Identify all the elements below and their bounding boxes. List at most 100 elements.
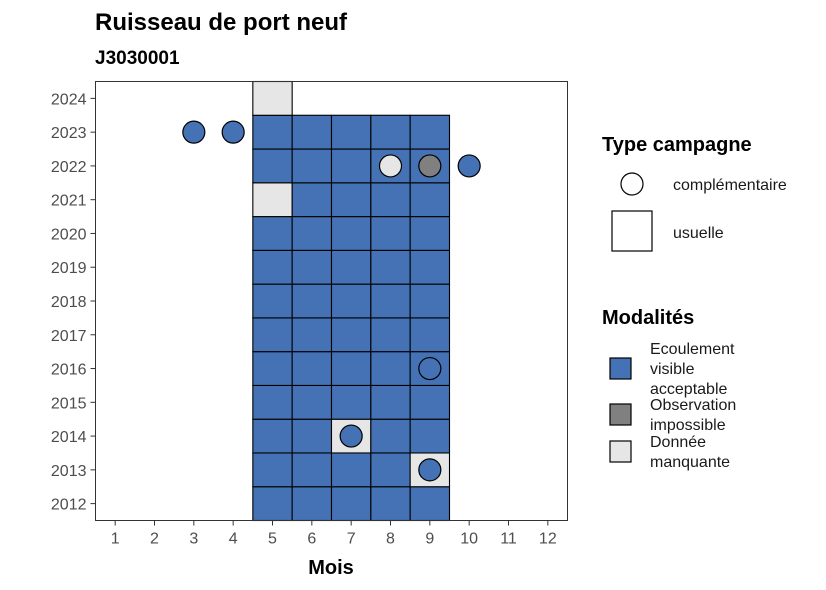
tile-2015-8 bbox=[370, 384, 411, 420]
tile-2022-5 bbox=[252, 148, 293, 184]
point-2016-9 bbox=[418, 356, 442, 381]
y-axis: 2012 2013 2014 2015 2016 2017 2018 2019 2020 2021… bbox=[51, 91, 96, 514]
point-2014-7 bbox=[339, 424, 363, 448]
point-2022-9 bbox=[418, 154, 442, 178]
tile-2023-5 bbox=[252, 114, 293, 150]
tile-2013-8 bbox=[370, 452, 411, 488]
tile-2019-8 bbox=[370, 249, 411, 285]
y-tick-label-2020: 2020 bbox=[51, 226, 87, 243]
y-tick-label-2016: 2016 bbox=[51, 362, 87, 379]
y-tick-label-2013: 2013 bbox=[51, 463, 87, 480]
tile-2012-9 bbox=[409, 486, 451, 522]
x-axis-title: Mois bbox=[308, 557, 354, 579]
x-tick-label-9: 9 bbox=[425, 531, 434, 548]
y-tick-label-2023: 2023 bbox=[51, 125, 87, 142]
tile-layer bbox=[252, 80, 451, 522]
tile-2015-7 bbox=[330, 384, 372, 420]
y-tick-label-2024: 2024 bbox=[51, 91, 87, 108]
x-tick-label-6: 6 bbox=[307, 531, 316, 548]
legend-modalite-label-0-0: Ecoulement bbox=[650, 341, 735, 358]
legend-modalite-key-1 bbox=[609, 403, 632, 426]
x-tick-label-11: 11 bbox=[500, 531, 517, 548]
tile-2012-8 bbox=[370, 486, 411, 522]
tile-2015-5 bbox=[252, 384, 293, 420]
point-layer bbox=[182, 120, 481, 482]
legend-modalite-label-2-0: Donnée bbox=[650, 434, 706, 451]
tile-2017-5 bbox=[252, 317, 293, 353]
tile-2021-6 bbox=[291, 182, 333, 218]
tile-2021-8 bbox=[370, 182, 411, 218]
point-2022-8 bbox=[378, 154, 403, 178]
tile-2012-6 bbox=[291, 486, 333, 522]
chart-subtitle: J3030001 bbox=[95, 48, 180, 69]
legend-type-item-complementaire: complémentaire bbox=[673, 177, 787, 194]
tile-2023-7 bbox=[330, 114, 372, 150]
y-tick-label-2014: 2014 bbox=[51, 429, 87, 446]
x-tick-label-3: 3 bbox=[189, 531, 198, 548]
tile-2015-9 bbox=[409, 384, 451, 420]
tile-2012-7 bbox=[330, 486, 372, 522]
legend-modalite-label-1-1: impossible bbox=[650, 417, 726, 434]
y-tick-label-2019: 2019 bbox=[51, 260, 87, 277]
x-tick-label-10: 10 bbox=[460, 531, 478, 548]
legend-modalite-key-2 bbox=[609, 440, 632, 463]
tile-2016-7 bbox=[330, 351, 372, 386]
point-2013-9 bbox=[418, 458, 442, 482]
legend-modalite-key-0 bbox=[609, 357, 632, 380]
x-tick-label-5: 5 bbox=[268, 531, 277, 548]
tile-2023-6 bbox=[291, 114, 333, 150]
x-axis: 1 2 3 4 5 6 7 8 9 10 11 12 bbox=[111, 520, 557, 548]
y-tick-label-2017: 2017 bbox=[51, 328, 87, 345]
y-tick-label-2015: 2015 bbox=[51, 395, 87, 412]
tile-2016-6 bbox=[291, 351, 333, 386]
tile-2014-9 bbox=[409, 418, 451, 454]
y-tick-label-2018: 2018 bbox=[51, 294, 87, 311]
tile-2020-6 bbox=[291, 216, 333, 251]
legend-modalite-label-0-2: acceptable bbox=[650, 381, 727, 398]
tile-2022-7 bbox=[330, 148, 372, 184]
tile-2022-6 bbox=[291, 148, 333, 184]
tile-2018-7 bbox=[330, 283, 372, 319]
x-tick-label-2: 2 bbox=[150, 531, 159, 548]
tile-2018-8 bbox=[370, 283, 411, 319]
tile-2017-9 bbox=[409, 317, 451, 353]
legend-modalite-label-1-0: Observation bbox=[650, 397, 736, 414]
tile-2020-5 bbox=[252, 216, 293, 251]
x-tick-label-4: 4 bbox=[229, 531, 238, 548]
y-tick-label-2012: 2012 bbox=[51, 497, 87, 514]
point-2022-10 bbox=[457, 154, 481, 178]
chart-title: Ruisseau de port neuf bbox=[95, 9, 348, 36]
legend-modalites: Modalités Ecoulement visible acceptableObs… bbox=[602, 307, 736, 471]
tile-2014-5 bbox=[252, 418, 293, 454]
legend-type-campagne: Type campagne complémentaire usuelle bbox=[602, 134, 787, 252]
tile-2012-5 bbox=[252, 486, 293, 522]
y-tick-label-2022: 2022 bbox=[51, 159, 87, 176]
x-tick-label-1: 1 bbox=[111, 531, 120, 548]
legend-type-item-usuelle: usuelle bbox=[673, 225, 724, 242]
tile-2013-6 bbox=[291, 452, 333, 488]
tile-2019-6 bbox=[291, 249, 333, 285]
tile-2019-9 bbox=[409, 249, 451, 285]
tile-2013-7 bbox=[330, 452, 372, 488]
x-tick-label-12: 12 bbox=[539, 531, 557, 548]
tile-2023-9 bbox=[409, 114, 451, 150]
tile-2013-5 bbox=[252, 452, 293, 488]
tile-2024-5 bbox=[252, 80, 293, 116]
tile-2020-8 bbox=[370, 216, 411, 251]
legend-square-symbol bbox=[611, 210, 653, 252]
tile-2016-8 bbox=[370, 351, 411, 386]
tile-2020-7 bbox=[330, 216, 372, 251]
tile-2016-5 bbox=[252, 351, 293, 386]
tile-2019-5 bbox=[252, 249, 293, 285]
legend-type-title: Type campagne bbox=[602, 134, 752, 156]
tile-2019-7 bbox=[330, 249, 372, 285]
x-tick-label-8: 8 bbox=[386, 531, 395, 548]
tile-2018-6 bbox=[291, 283, 333, 319]
tile-2023-8 bbox=[370, 114, 411, 150]
legend-modalites-title: Modalités bbox=[602, 307, 694, 329]
tile-2015-6 bbox=[291, 384, 333, 420]
tile-2018-5 bbox=[252, 283, 293, 319]
legend-modalite-label-0-1: visible bbox=[650, 361, 695, 378]
point-2023-4 bbox=[221, 120, 245, 144]
